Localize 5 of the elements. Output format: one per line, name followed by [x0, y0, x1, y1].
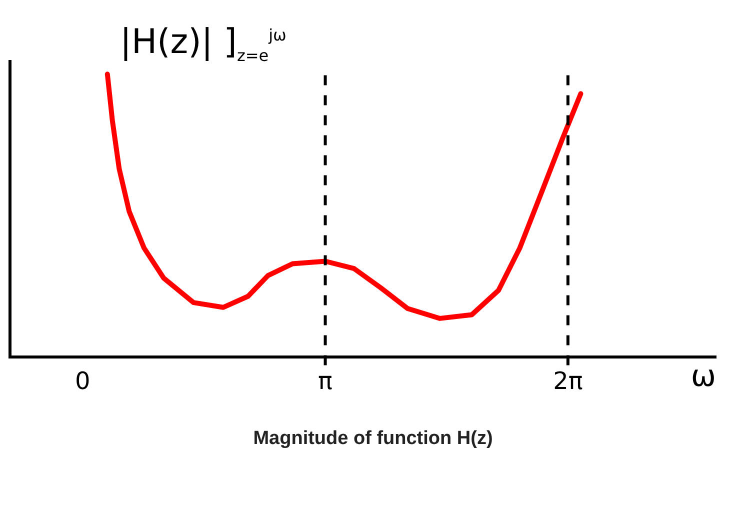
x-tick-label: 2π	[553, 366, 583, 395]
x-axis-title: ω	[690, 358, 716, 394]
text: Magnitude of function H(z)	[252, 428, 494, 450]
x-tick-label: 0	[74, 366, 90, 395]
x-tick-label: π	[318, 366, 332, 395]
